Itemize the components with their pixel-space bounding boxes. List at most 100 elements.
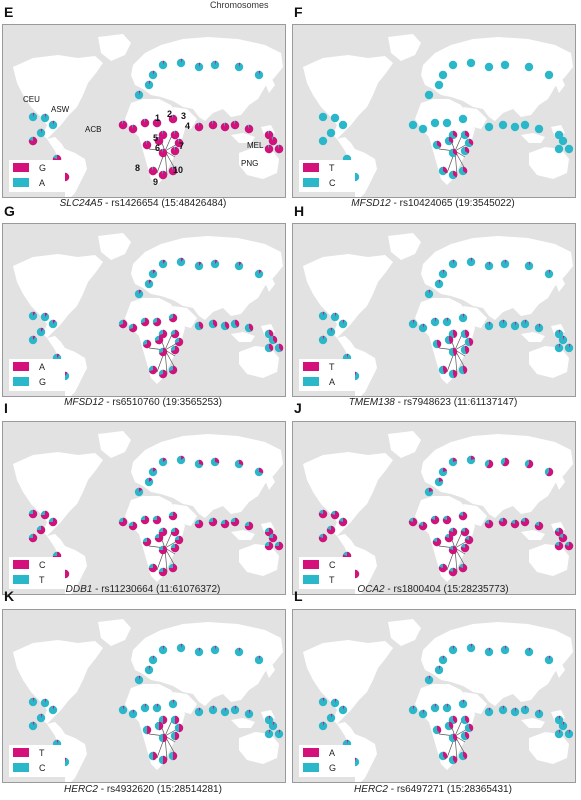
legend-swatch [303,748,319,757]
population-pie [176,257,186,267]
population-pie [264,329,274,339]
population-pie [424,90,434,100]
population-pie [142,725,152,735]
population-pie [318,311,328,321]
population-pie [534,709,544,719]
legend-entry: G [9,160,65,175]
legend-entry: T [299,572,355,587]
population-pie [220,122,230,132]
panel-letter: J [294,400,302,416]
population-pie [28,533,38,543]
snp-label: - rs10424065 (19:3545022) [390,198,515,209]
continent-shape [47,137,87,197]
population-pie [194,321,204,331]
population-pie [438,166,448,176]
population-pie [524,62,534,72]
population-pie [318,136,328,146]
continent-shape [231,530,255,540]
population-pie [134,90,144,100]
population-pie [448,148,458,158]
population-pie [194,707,204,717]
legend-label: C [329,177,336,188]
legend-swatch [13,575,29,584]
population-pie [326,525,336,535]
population-pie [438,70,448,80]
population-pie [438,365,448,375]
continent-shape [13,254,103,338]
population-pie [154,721,164,731]
population-pie [274,729,284,739]
snp-label: - rs4932620 (15:28514281) [97,784,222,795]
population-pie [430,703,440,713]
population-pie [128,323,138,333]
population-pie [158,259,168,269]
gene-name: TMEM138 [348,397,395,408]
population-pie [170,146,180,156]
continent-shape [131,434,283,518]
population-pie [208,120,218,130]
population-pie [118,319,128,329]
population-pie [158,755,168,765]
continent-shape [98,233,131,260]
population-pie [498,120,508,130]
population-pie [268,721,278,731]
population-pie [318,697,328,707]
legend-label: G [39,376,47,387]
population-pie [448,369,458,379]
population-pie [140,703,150,713]
population-pie [230,120,240,130]
population-pie [158,715,168,725]
continent-shape [231,332,255,342]
gene-name: HERC2 [354,784,388,795]
population-pie [524,261,534,271]
population-pie [448,645,458,655]
panel-caption: DDB1 - rs11230664 (11:61076372) [2,584,284,595]
panel-caption: MFSD12 - rs10424065 (19:3545022) [292,198,574,209]
population-pie [434,665,444,675]
population-pie [274,144,284,154]
population-number: 7 [179,141,185,151]
population-pie [168,114,178,124]
population-pie [264,130,274,140]
continent-shape [337,336,377,396]
continent-shape [555,77,565,93]
continent-shape [421,434,573,518]
population-pie [168,699,178,709]
population-pie [254,269,264,279]
continent-shape [47,722,87,782]
population-pie [244,323,254,333]
population-pie [158,60,168,70]
population-pie [484,459,494,469]
population-pie [408,120,418,130]
population-pie [118,705,128,715]
continent-shape [463,306,487,328]
continent-shape [47,534,87,594]
population-pie [264,541,274,551]
population-pie [554,715,564,725]
population-pie [448,130,458,140]
population-pie [234,459,244,469]
population-pie [28,136,38,146]
population-pie [458,313,468,323]
population-pie [500,60,510,70]
population-pie [544,70,554,80]
population-pie [194,261,204,271]
population-pie [498,319,508,329]
population-pie [210,259,220,269]
population-pie [208,517,218,527]
population-pie [210,457,220,467]
population-pie [458,563,468,573]
world-map [13,431,284,594]
population-pie [500,645,510,655]
population-pie [168,751,178,761]
population-pie [234,62,244,72]
population-pie [36,713,46,723]
population-pie [534,323,544,333]
population-pie [510,519,520,529]
population-pie [558,721,568,731]
population-pie [268,533,278,543]
population-pie [554,343,564,353]
legend-swatch [13,163,29,172]
